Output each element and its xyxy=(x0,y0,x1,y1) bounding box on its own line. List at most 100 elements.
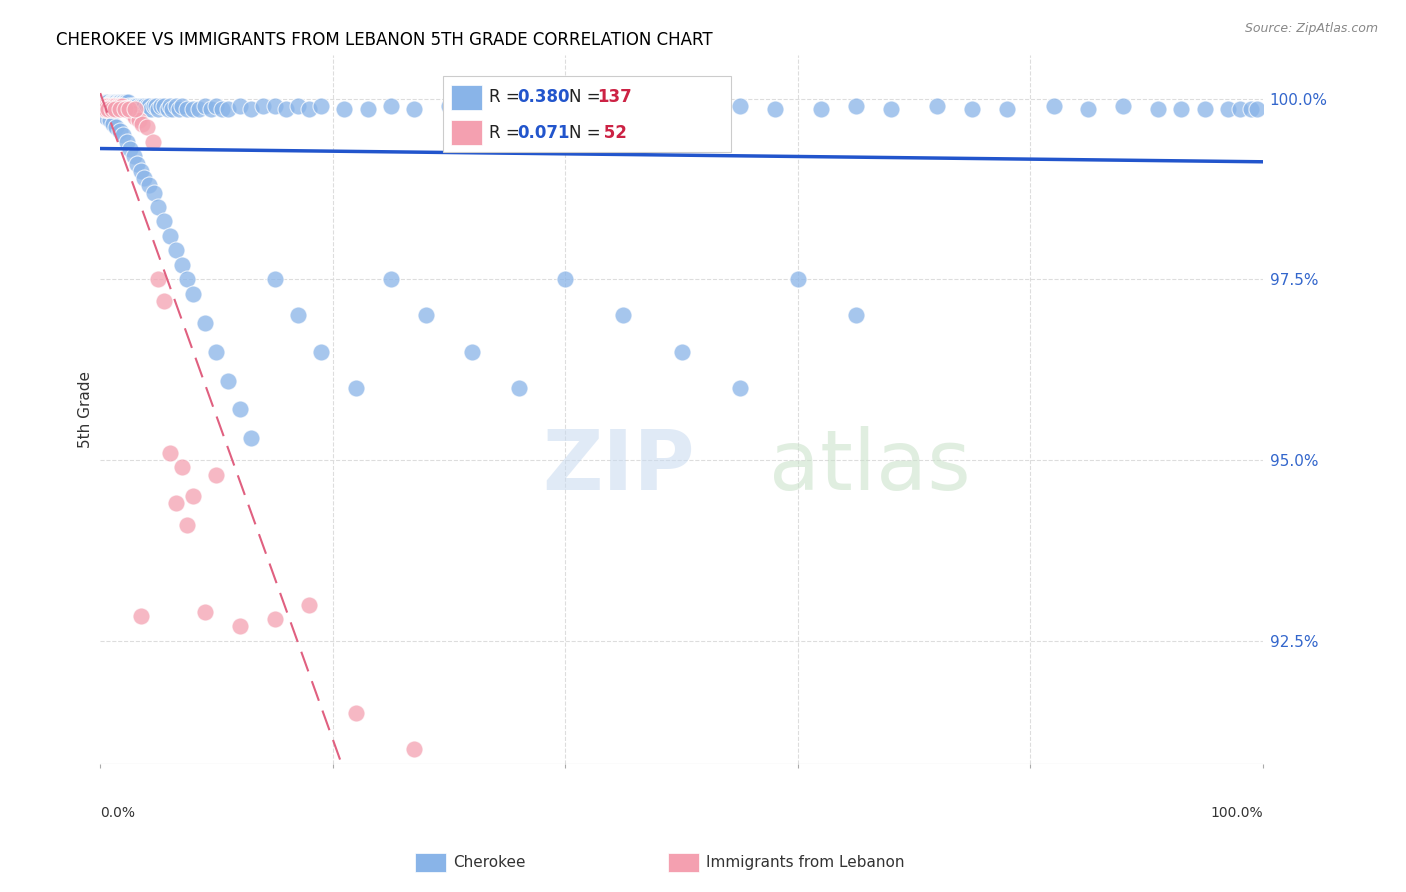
Point xyxy=(94,103,117,117)
Point xyxy=(108,103,131,117)
Point xyxy=(461,344,484,359)
Point xyxy=(404,742,426,756)
Text: 0.380: 0.380 xyxy=(517,88,569,106)
Point xyxy=(153,293,176,308)
Text: 100.0%: 100.0% xyxy=(1211,806,1263,821)
Point xyxy=(101,99,124,113)
Point xyxy=(118,103,141,117)
Point xyxy=(134,99,156,113)
Point xyxy=(118,103,141,117)
Point xyxy=(333,103,356,117)
Point xyxy=(1042,99,1064,113)
Text: atlas: atlas xyxy=(769,425,970,507)
Point xyxy=(149,99,172,113)
Text: R =: R = xyxy=(489,88,526,106)
Point xyxy=(124,99,146,113)
Text: R =: R = xyxy=(489,124,526,142)
Point xyxy=(194,99,217,113)
Point xyxy=(129,608,152,623)
Point xyxy=(693,103,716,117)
Text: Source: ZipAtlas.com: Source: ZipAtlas.com xyxy=(1244,22,1378,36)
Point xyxy=(142,99,165,113)
Point xyxy=(98,113,121,128)
Point xyxy=(1147,103,1170,117)
Point xyxy=(211,103,233,117)
Point xyxy=(263,272,285,286)
Point xyxy=(1229,103,1251,117)
Point xyxy=(960,103,983,117)
Point xyxy=(404,103,426,117)
Point xyxy=(205,467,228,482)
Point xyxy=(200,103,222,117)
Point xyxy=(148,200,170,214)
Point xyxy=(101,95,124,110)
Point xyxy=(176,518,198,533)
Point xyxy=(93,103,115,117)
Point xyxy=(107,95,129,110)
Point xyxy=(111,95,134,110)
Point xyxy=(108,99,131,113)
Point xyxy=(115,135,138,149)
Text: CHEROKEE VS IMMIGRANTS FROM LEBANON 5TH GRADE CORRELATION CHART: CHEROKEE VS IMMIGRANTS FROM LEBANON 5TH … xyxy=(56,31,713,49)
Point xyxy=(1112,99,1135,113)
Point xyxy=(103,103,125,117)
Point xyxy=(169,103,191,117)
Text: 137: 137 xyxy=(598,88,633,106)
Point xyxy=(110,99,132,113)
Point xyxy=(96,95,118,110)
Point xyxy=(100,95,122,110)
Point xyxy=(228,402,250,417)
Point xyxy=(181,489,204,503)
Point xyxy=(108,95,131,110)
Point xyxy=(287,309,309,323)
Point xyxy=(217,103,239,117)
Point xyxy=(240,431,263,445)
Point xyxy=(415,309,437,323)
Point xyxy=(188,103,211,117)
Point xyxy=(101,103,124,117)
Point xyxy=(110,103,132,117)
Point xyxy=(131,117,153,131)
Point xyxy=(194,316,217,330)
Point xyxy=(170,99,193,113)
Point xyxy=(728,99,751,113)
Point xyxy=(103,95,125,110)
Text: 52: 52 xyxy=(598,124,627,142)
Point xyxy=(122,99,145,113)
Point xyxy=(122,149,145,163)
Text: Immigrants from Lebanon: Immigrants from Lebanon xyxy=(706,855,904,870)
Point xyxy=(129,164,152,178)
Point xyxy=(121,103,143,117)
Point xyxy=(194,605,217,619)
Point xyxy=(124,103,146,117)
Point xyxy=(153,214,176,228)
Point xyxy=(112,103,135,117)
Point xyxy=(104,103,127,117)
Point xyxy=(880,103,903,117)
Point xyxy=(121,99,143,113)
Point xyxy=(181,103,204,117)
Point xyxy=(93,99,115,113)
Point xyxy=(228,619,250,633)
Point xyxy=(786,272,808,286)
Point xyxy=(763,103,786,117)
Point xyxy=(217,374,239,388)
Point xyxy=(165,496,187,510)
Point xyxy=(165,244,187,258)
Point xyxy=(105,103,128,117)
Point xyxy=(128,113,150,128)
Text: ZIP: ZIP xyxy=(541,425,695,507)
Point xyxy=(162,103,184,117)
Point xyxy=(845,99,868,113)
Point xyxy=(135,120,157,135)
Point xyxy=(135,103,157,117)
Point xyxy=(112,128,135,142)
Text: N =: N = xyxy=(569,124,606,142)
Point xyxy=(115,103,138,117)
Point xyxy=(101,117,124,131)
Point xyxy=(1170,103,1192,117)
Point xyxy=(176,272,198,286)
Point xyxy=(380,99,402,113)
Point xyxy=(114,95,136,110)
Point xyxy=(115,99,138,113)
